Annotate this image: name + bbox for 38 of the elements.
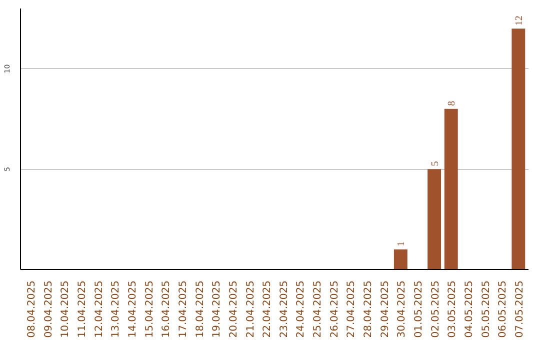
data-label: 12 bbox=[514, 16, 525, 26]
data-label: 8 bbox=[446, 100, 458, 106]
x-tick-label: 08.04.2025 bbox=[26, 280, 38, 338]
x-tick-label: 06.05.2025 bbox=[498, 280, 509, 338]
x-tick-label: 16.04.2025 bbox=[161, 280, 172, 338]
bar bbox=[512, 28, 526, 270]
data-label: 5 bbox=[430, 161, 441, 166]
x-tick-label: 21.04.2025 bbox=[245, 280, 256, 338]
x-tick-label: 12.04.2025 bbox=[94, 280, 105, 338]
x-tick-label: 14.04.2025 bbox=[128, 280, 139, 338]
x-tick-label: 22.04.2025 bbox=[262, 280, 274, 338]
x-tick-label: 28.04.2025 bbox=[363, 280, 374, 338]
x-tick-label: 20.04.2025 bbox=[228, 280, 240, 338]
x-tick-label: 05.05.2025 bbox=[480, 280, 492, 338]
x-tick-label: 30.04.2025 bbox=[396, 280, 408, 338]
bar bbox=[444, 108, 458, 270]
x-tick-label: 19.04.2025 bbox=[212, 280, 223, 338]
x-tick-label: 24.04.2025 bbox=[296, 280, 307, 338]
x-tick-label: 26.04.2025 bbox=[329, 280, 340, 338]
bar bbox=[394, 249, 408, 270]
x-tick-label: 18.04.2025 bbox=[194, 280, 206, 338]
x-tick-label: 02.05.2025 bbox=[430, 280, 442, 338]
x-tick-label: 15.04.2025 bbox=[144, 280, 156, 338]
x-tick-label: 07.05.2025 bbox=[514, 280, 526, 338]
x-tick-label: 03.05.2025 bbox=[447, 280, 458, 338]
x-tick-label: 23.04.2025 bbox=[278, 280, 290, 338]
x-tick-label: 17.04.2025 bbox=[178, 280, 189, 338]
x-tick-label: 13.04.2025 bbox=[110, 280, 122, 338]
x-tick-label: 25.04.2025 bbox=[312, 280, 324, 338]
data-label: 1 bbox=[396, 241, 408, 246]
x-tick-label: 27.04.2025 bbox=[346, 280, 358, 338]
x-tick-label: 04.05.2025 bbox=[464, 280, 475, 338]
x-tick-label: 01.05.2025 bbox=[413, 280, 424, 338]
x-tick-label: 09.04.2025 bbox=[43, 280, 54, 338]
x-tick-label: 29.04.2025 bbox=[380, 280, 391, 338]
x-tick-label: 11.04.2025 bbox=[77, 280, 88, 338]
x-tick-label: 10.04.2025 bbox=[60, 280, 72, 338]
bar bbox=[428, 169, 442, 270]
